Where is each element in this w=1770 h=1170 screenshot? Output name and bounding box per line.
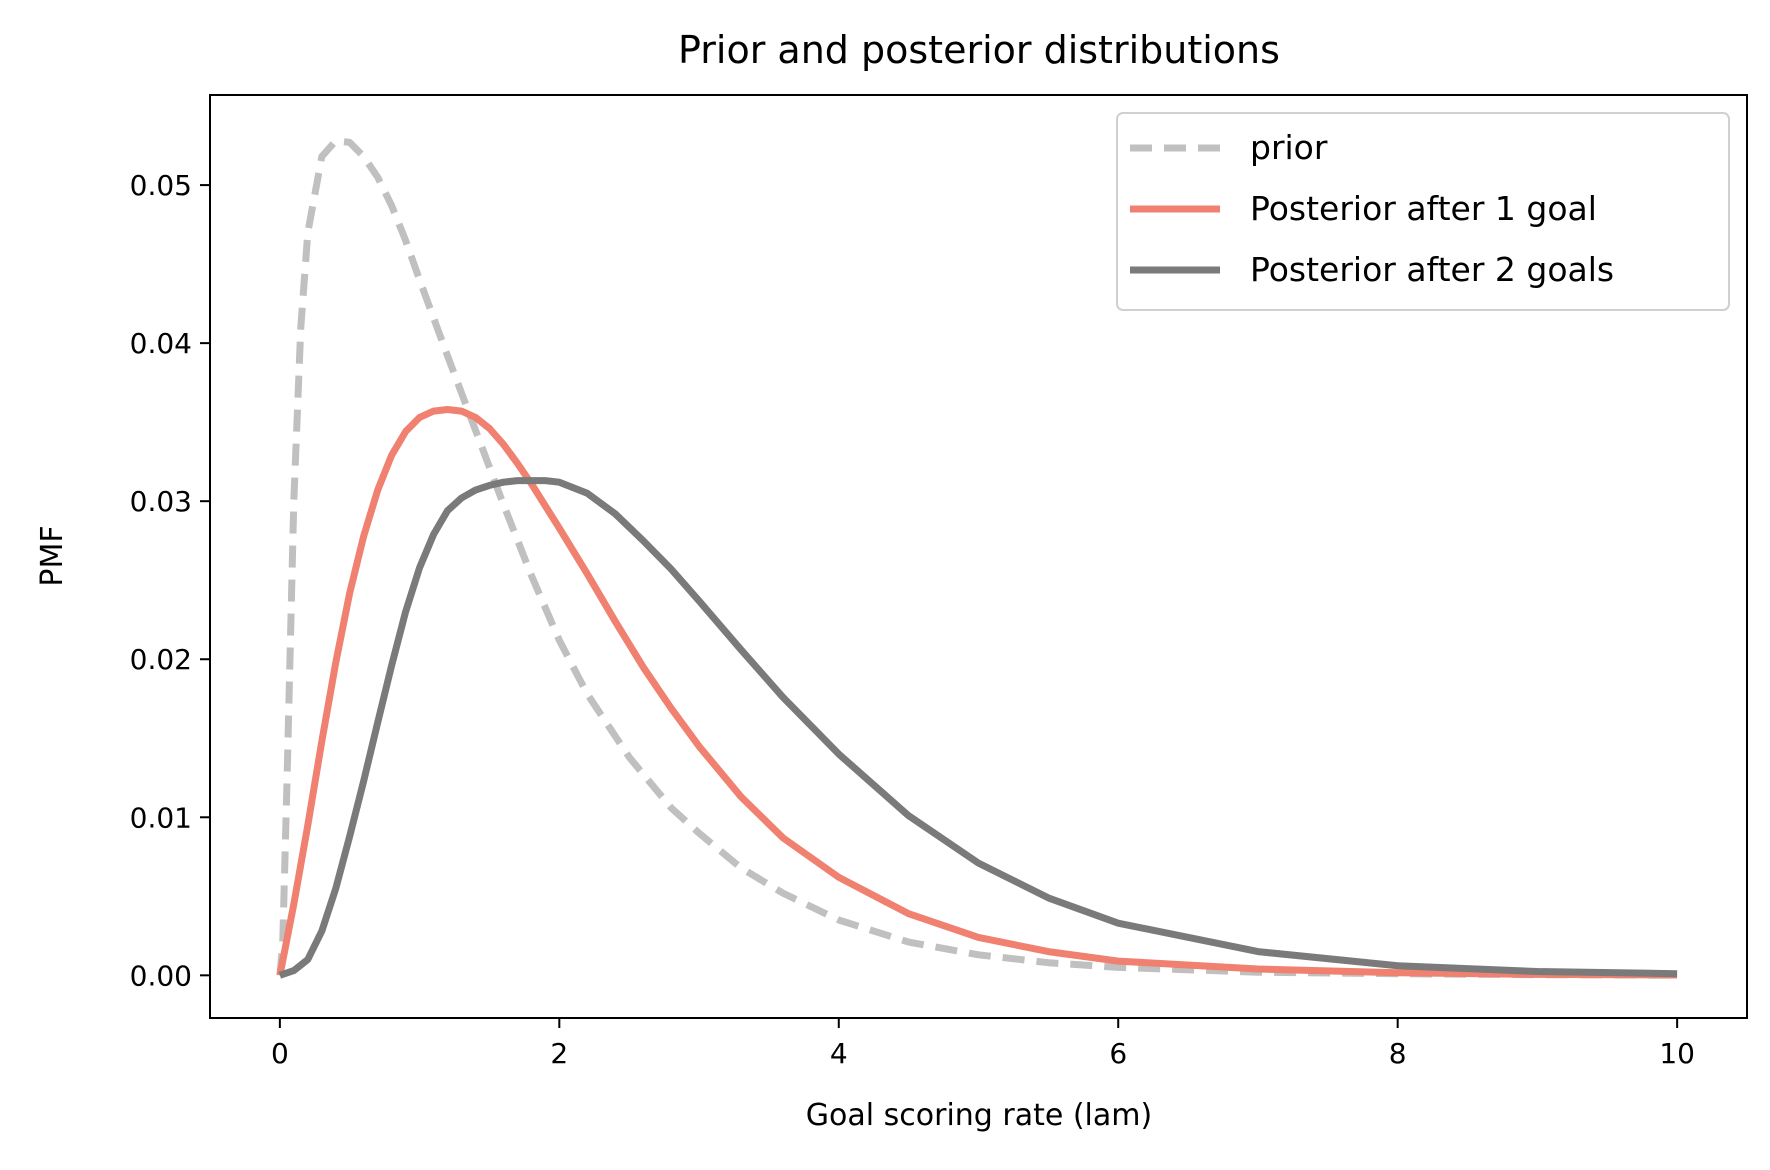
x-tick-label: 8 [1389, 1037, 1407, 1070]
y-tick-label: 0.00 [130, 959, 192, 992]
x-tick-label: 4 [830, 1037, 848, 1070]
plot-frame [209, 94, 1748, 1019]
legend-label-posterior-1-goal: Posterior after 1 goal [1250, 189, 1597, 228]
y-tick-label: 0.05 [130, 169, 192, 202]
y-axis-label: PMF [35, 525, 70, 586]
legend: prior Posterior after 1 goal Posterior a… [1116, 112, 1730, 311]
x-tick-label: 6 [1109, 1037, 1127, 1070]
chart-title: Prior and posterior distributions [678, 28, 1280, 72]
y-tick-label: 0.02 [130, 643, 192, 676]
plot-series [276, 137, 1678, 979]
x-axis: 0 2 4 6 8 10 [271, 1018, 1695, 1070]
x-axis-label: Goal scoring rate (lam) [806, 1098, 1152, 1133]
y-axis: 0.00 0.01 0.02 0.03 0.04 0.05 [130, 169, 210, 992]
series-line-2 [278, 477, 1678, 979]
x-tick-label: 2 [550, 1037, 568, 1070]
y-tick-label: 0.03 [130, 485, 192, 518]
legend-label-posterior-2-goals: Posterior after 2 goals [1250, 250, 1614, 289]
series-line-0 [276, 137, 1678, 979]
legend-label-prior: prior [1250, 128, 1328, 167]
x-tick-label: 0 [271, 1037, 289, 1070]
x-tick-label: 10 [1659, 1037, 1695, 1070]
y-tick-label: 0.01 [130, 801, 192, 834]
y-tick-label: 0.04 [130, 327, 192, 360]
legend-box [1116, 112, 1730, 311]
